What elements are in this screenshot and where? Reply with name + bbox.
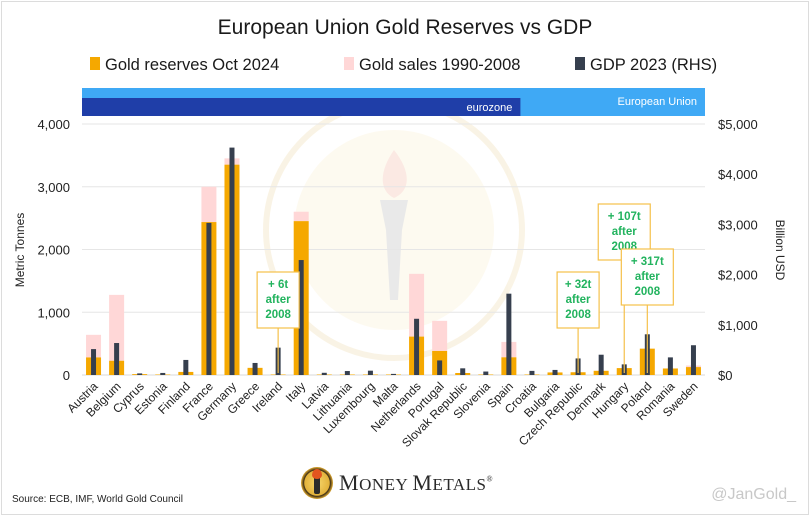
bar-gdp [367, 370, 373, 375]
bar-gdp [229, 147, 235, 375]
y-tick-label: 4,000 [37, 117, 70, 132]
y-axis-left: 0 1,000 2,000 3,000 4,000 Metric Tonnes [13, 117, 70, 383]
annotation-text: + 317t [631, 256, 664, 268]
brand-name: MONEY METALS® [339, 470, 494, 495]
band-label-eurozone: eurozone [467, 102, 513, 114]
annotation-text: + 107t [608, 211, 641, 223]
annotation-box [620, 248, 674, 306]
bar-gdp [344, 371, 350, 375]
legend-label-1: Gold sales 1990-2008 [359, 56, 520, 74]
annotation-text: + 32t [565, 279, 592, 291]
y-tick-label: 0 [63, 368, 70, 383]
bar-gdp [206, 222, 212, 375]
bar-gdp [506, 293, 512, 375]
bars [86, 147, 701, 375]
y-tick-label: 3,000 [37, 180, 70, 195]
bar-gdp [460, 368, 466, 375]
bar-gold-sales [432, 320, 448, 351]
legend-label-0: Gold reserves Oct 2024 [105, 56, 279, 74]
x-axis: AustriaBelgiumCyprusEstoniaFinlandFrance… [64, 379, 700, 450]
bar-gdp [690, 345, 696, 375]
bar-gold-sales [201, 186, 217, 223]
annotation-text: after [635, 271, 660, 283]
band-label-european-union: European Union [617, 96, 697, 108]
bar-gdp [91, 349, 97, 375]
bar-gdp [483, 371, 489, 375]
annotation-text: after [566, 294, 591, 306]
bar-gdp [529, 370, 535, 375]
chart-title: European Union Gold Reserves vs GDP [218, 16, 593, 39]
y2-tick-label: $1,000 [718, 318, 758, 333]
brand-logo: MONEY METALS® [301, 467, 493, 499]
annotation-box [256, 271, 300, 329]
bar-gold-sales [293, 211, 309, 222]
bar-gdp [183, 359, 189, 375]
bar-gdp [667, 357, 673, 375]
legend-swatch-2 [575, 57, 585, 70]
region-bands: European Union eurozone [82, 88, 705, 116]
y-axis-right: $0 $1,000 $2,000 $3,000 $4,000 $5,000 Billion … [718, 117, 787, 383]
legend-label-2: GDP 2023 (RHS) [590, 56, 717, 74]
y2-tick-label: $5,000 [718, 117, 758, 132]
bar-gdp [321, 372, 327, 375]
annotation-text: after [266, 294, 291, 306]
y2-tick-label: $0 [718, 368, 732, 383]
annotation-text: 2008 [635, 286, 661, 298]
source-note: Source: ECB, IMF, World Gold Council [12, 494, 183, 505]
bar-gdp [137, 373, 143, 375]
bar-gdp [391, 373, 396, 375]
bar-gold-sales [409, 273, 425, 337]
band-eurozone [82, 98, 521, 116]
legend-swatch-1 [344, 57, 354, 70]
bar-gold-sales [86, 334, 102, 358]
annotation-text: 2008 [565, 309, 591, 321]
annotations: + 6t after 2008 + 32t after 2008 + 107t after 20… [256, 203, 674, 373]
torch-emblem-icon [301, 467, 333, 499]
bar-gdp [414, 318, 420, 375]
annotation-box [556, 271, 600, 329]
y-tick-label: 2,000 [37, 243, 70, 258]
y2-axis-title: Billion USD [773, 220, 787, 281]
y2-tick-label: $2,000 [718, 268, 758, 283]
legend: Gold reserves Oct 2024 Gold sales 1990-20… [90, 56, 717, 74]
bar-gdp [298, 260, 304, 375]
bar-gdp [160, 372, 166, 375]
author-handle: @JanGold_ [711, 486, 796, 503]
legend-swatch-0 [90, 57, 100, 70]
bar-gold-sales [109, 294, 125, 361]
bar-gdp [252, 362, 258, 375]
annotation-text: + 6t [268, 279, 288, 291]
annotation-text: after [612, 226, 637, 238]
bar-gdp [114, 343, 120, 375]
y-tick-label: 1,000 [37, 305, 70, 320]
y2-tick-label: $4,000 [718, 167, 758, 182]
y2-tick-label: $3,000 [718, 217, 758, 232]
y-axis-title: Metric Tonnes [13, 213, 27, 287]
bar-gdp [437, 360, 443, 375]
annotation-text: 2008 [265, 309, 291, 321]
bar-gdp [552, 369, 558, 375]
bar-gdp [598, 354, 604, 375]
